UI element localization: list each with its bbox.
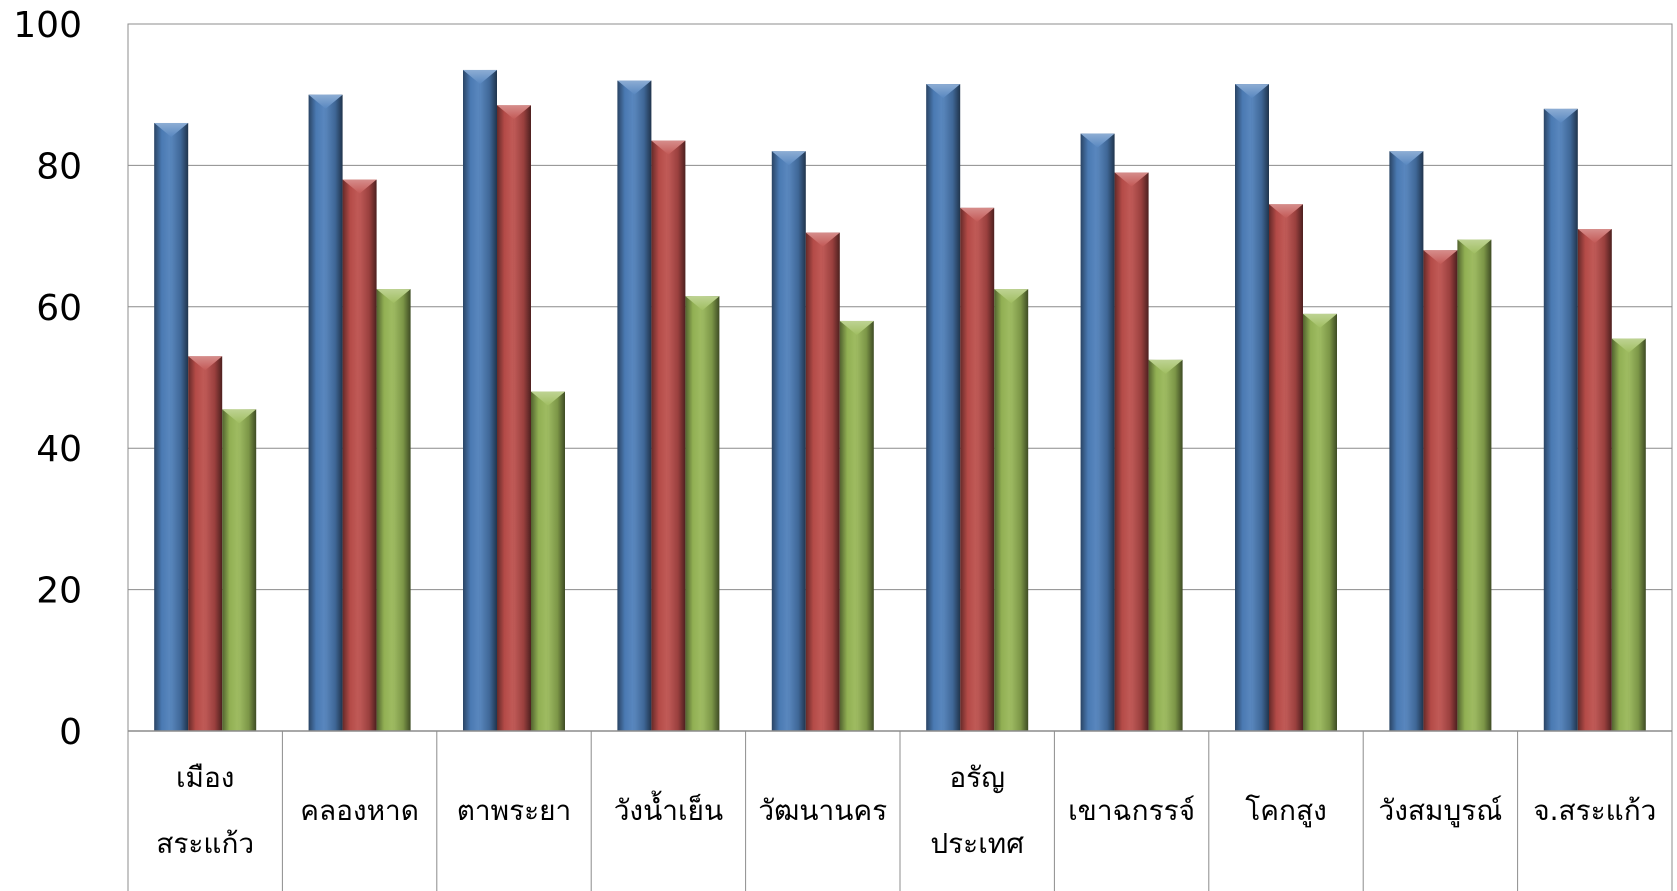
- bar: [342, 179, 377, 732]
- x-tick-label: ตาพระยา: [457, 794, 572, 827]
- bar: [1457, 239, 1492, 731]
- x-tick-label: วัฒนานคร: [758, 794, 887, 827]
- bar: [497, 105, 531, 732]
- bar: [1303, 313, 1337, 731]
- bar: [1543, 108, 1578, 732]
- y-tick-label: 40: [36, 429, 82, 470]
- bar: [1611, 338, 1646, 731]
- bar: [463, 69, 497, 731]
- bar: [154, 122, 189, 732]
- bar: [1389, 151, 1424, 731]
- y-tick-label: 60: [36, 288, 82, 329]
- bar: [685, 296, 720, 731]
- bar: [222, 409, 257, 731]
- y-tick-label: 80: [36, 146, 82, 187]
- bar: [1114, 172, 1149, 732]
- bar: [994, 289, 1029, 731]
- x-tick-label: อรัญ: [949, 761, 1005, 794]
- bar: [805, 232, 840, 731]
- bar: [1235, 84, 1269, 732]
- bar: [1080, 133, 1115, 731]
- bar: [771, 151, 806, 731]
- bar: [1148, 359, 1183, 731]
- bar: [1577, 229, 1612, 731]
- x-tick-label: สระแก้ว: [156, 827, 254, 860]
- bar: [531, 391, 565, 731]
- bar: [651, 140, 686, 731]
- bar: [188, 356, 223, 731]
- bar: [1423, 250, 1458, 732]
- bar: [617, 80, 652, 731]
- x-tick-label: เมือง: [176, 761, 235, 794]
- bar: [926, 84, 961, 732]
- bars: [154, 69, 1646, 732]
- x-tick-label: วังน้ำเย็น: [614, 790, 723, 827]
- bar: [839, 320, 874, 731]
- y-axis-ticks: 0 20 40 60 80 100: [13, 5, 82, 753]
- x-tick-label: ประเทศ: [930, 827, 1024, 860]
- y-tick-label: 100: [13, 5, 82, 46]
- bar: [308, 94, 343, 731]
- plot-frame: [127, 23, 1673, 731]
- bar: [1269, 204, 1303, 731]
- bar: [376, 289, 411, 731]
- y-tick-label: 20: [36, 571, 82, 612]
- x-tick-label: คลองหาด: [300, 794, 419, 827]
- y-tick-label: 0: [59, 712, 82, 753]
- x-tick-label: โคกสูง: [1245, 794, 1326, 828]
- x-tick-label: วังสมบูรณ์: [1379, 794, 1503, 828]
- bar: [960, 207, 995, 731]
- x-tick-label: จ.สระแก้ว: [1533, 794, 1656, 827]
- x-tick-label: เขาฉกรรจ์: [1068, 794, 1195, 827]
